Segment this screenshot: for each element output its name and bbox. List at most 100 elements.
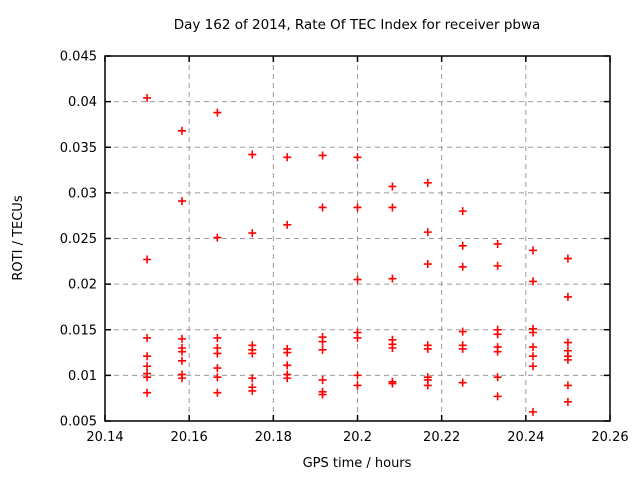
data-point <box>143 333 152 342</box>
data-point <box>283 361 292 370</box>
data-point <box>388 274 397 283</box>
data-point <box>458 207 467 216</box>
data-point <box>318 203 327 212</box>
data-point <box>423 260 432 269</box>
data-point <box>563 355 572 364</box>
x-tick-label: 20.14 <box>86 430 123 445</box>
data-point <box>143 388 152 397</box>
x-tick-label: 20.2 <box>343 430 372 445</box>
data-point <box>493 239 502 248</box>
data-point <box>283 153 292 162</box>
x-tick-label: 20.22 <box>423 430 460 445</box>
data-point <box>353 275 362 284</box>
data-point <box>563 397 572 406</box>
data-point <box>563 292 572 301</box>
data-point <box>178 356 187 365</box>
data-point <box>248 349 257 358</box>
data-point <box>318 151 327 160</box>
data-point <box>353 153 362 162</box>
data-point <box>388 203 397 212</box>
x-tick-label: 20.16 <box>171 430 208 445</box>
y-tick-label: 0.045 <box>60 50 97 65</box>
x-tick-label: 20.24 <box>507 430 544 445</box>
data-point <box>353 333 362 342</box>
data-point <box>458 241 467 250</box>
data-point <box>528 362 537 371</box>
data-point <box>528 407 537 416</box>
data-point <box>213 108 222 117</box>
data-point <box>213 388 222 397</box>
data-point <box>283 348 292 357</box>
data-point <box>213 349 222 358</box>
data-point <box>353 203 362 212</box>
data-point <box>493 347 502 356</box>
data-point <box>458 378 467 387</box>
data-point <box>283 220 292 229</box>
data-point <box>318 375 327 384</box>
data-point <box>563 254 572 263</box>
data-point <box>143 352 152 361</box>
y-tick-label: 0.01 <box>68 369 97 384</box>
data-point <box>528 277 537 286</box>
data-point <box>388 379 397 388</box>
data-point <box>178 347 187 356</box>
y-tick-label: 0.03 <box>68 186 97 201</box>
data-point <box>423 344 432 353</box>
data-point <box>283 374 292 383</box>
data-point <box>213 333 222 342</box>
data-point <box>528 246 537 255</box>
data-point <box>248 229 257 238</box>
data-point <box>178 126 187 135</box>
data-point <box>213 364 222 373</box>
x-axis-label: GPS time / hours <box>303 456 412 471</box>
data-point <box>143 373 152 382</box>
x-tick-label: 20.26 <box>591 430 628 445</box>
point-layer <box>143 93 572 416</box>
data-point <box>143 255 152 264</box>
data-point <box>178 197 187 206</box>
y-tick-label: 0.025 <box>60 232 97 247</box>
data-point <box>423 228 432 237</box>
data-point <box>213 373 222 382</box>
data-point <box>528 352 537 361</box>
data-point <box>493 392 502 401</box>
data-point <box>213 233 222 242</box>
data-point <box>248 150 257 159</box>
data-point <box>493 261 502 270</box>
data-point <box>458 262 467 271</box>
data-point <box>178 334 187 343</box>
data-point <box>458 327 467 336</box>
chart-title: Day 162 of 2014, Rate Of TEC Index for r… <box>174 17 541 33</box>
data-point <box>353 371 362 380</box>
data-point <box>318 390 327 399</box>
data-point <box>423 381 432 390</box>
data-point <box>353 381 362 390</box>
data-point <box>528 343 537 352</box>
data-point <box>248 374 257 383</box>
y-tick-label: 0.015 <box>60 323 97 338</box>
y-tick-label: 0.02 <box>68 278 97 293</box>
data-point <box>563 338 572 347</box>
data-point <box>143 362 152 371</box>
data-point <box>178 374 187 383</box>
tick-layer: 20.14 20.16 20.18 20.2 20.22 20.24 20.26 0.005 0… <box>60 50 629 446</box>
y-tick-label: 0.005 <box>60 415 97 430</box>
data-point <box>563 381 572 390</box>
data-point <box>423 178 432 187</box>
data-point <box>458 344 467 353</box>
data-point <box>248 386 257 395</box>
data-point <box>388 344 397 352</box>
data-point <box>493 330 502 339</box>
data-point <box>528 328 537 337</box>
y-tick-label: 0.035 <box>60 141 97 156</box>
data-point <box>493 373 502 382</box>
data-point <box>318 345 327 354</box>
x-tick-label: 20.18 <box>255 430 292 445</box>
y-axis-label: ROTI / TECUs <box>11 195 26 280</box>
data-point <box>143 93 152 102</box>
data-point <box>388 182 397 191</box>
plot-border <box>104 55 611 422</box>
y-tick-label: 0.04 <box>68 95 97 110</box>
